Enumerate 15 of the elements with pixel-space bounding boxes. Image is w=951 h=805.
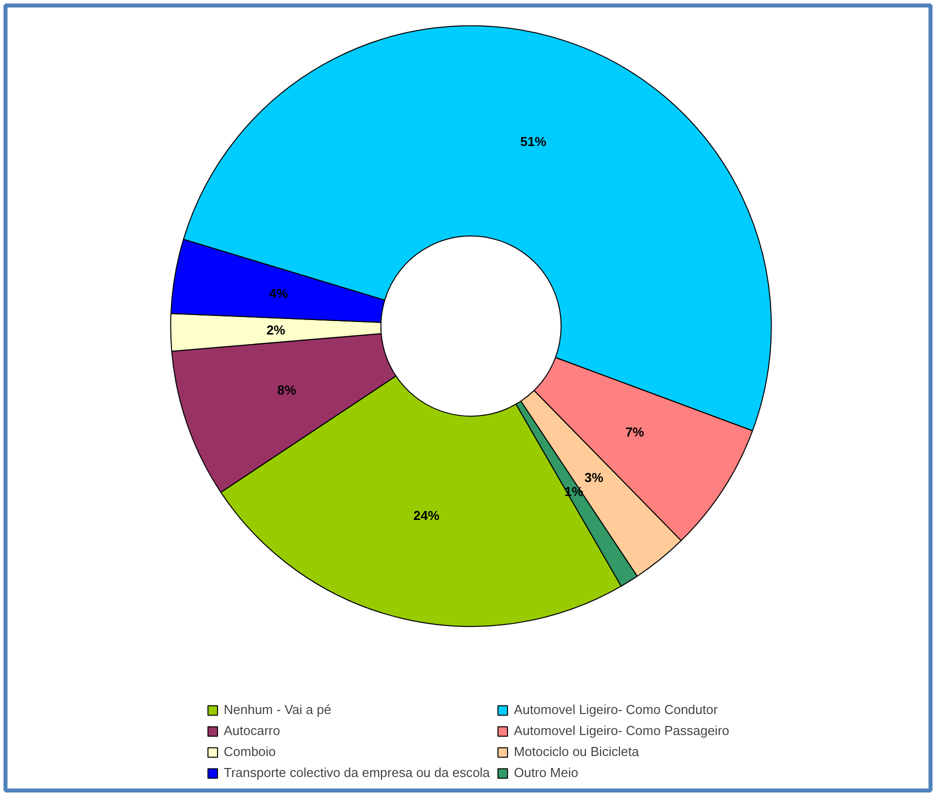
legend-label: Transporte colectivo da empresa ou da escola bbox=[224, 765, 490, 780]
legend-label: Motociclo ou Bicicleta bbox=[514, 744, 639, 759]
legend-label: Automovel Ligeiro- Como Passageiro bbox=[514, 723, 730, 738]
data-label: 7% bbox=[625, 424, 645, 440]
data-label: 24% bbox=[413, 508, 440, 524]
data-label: 3% bbox=[584, 470, 604, 485]
data-label: 4% bbox=[269, 286, 288, 302]
data-label: 2% bbox=[266, 322, 286, 338]
legend-label: Autocarro bbox=[224, 723, 280, 738]
data-label: 51% bbox=[520, 134, 547, 150]
legend-label: Nenhum - Vai a pé bbox=[224, 702, 332, 717]
data-label: 8% bbox=[277, 382, 296, 398]
legend-label: Automovel Ligeiro- Como Condutor bbox=[514, 702, 718, 717]
legend-label: Comboio bbox=[224, 744, 276, 759]
legend-label: Outro Meio bbox=[514, 765, 578, 780]
